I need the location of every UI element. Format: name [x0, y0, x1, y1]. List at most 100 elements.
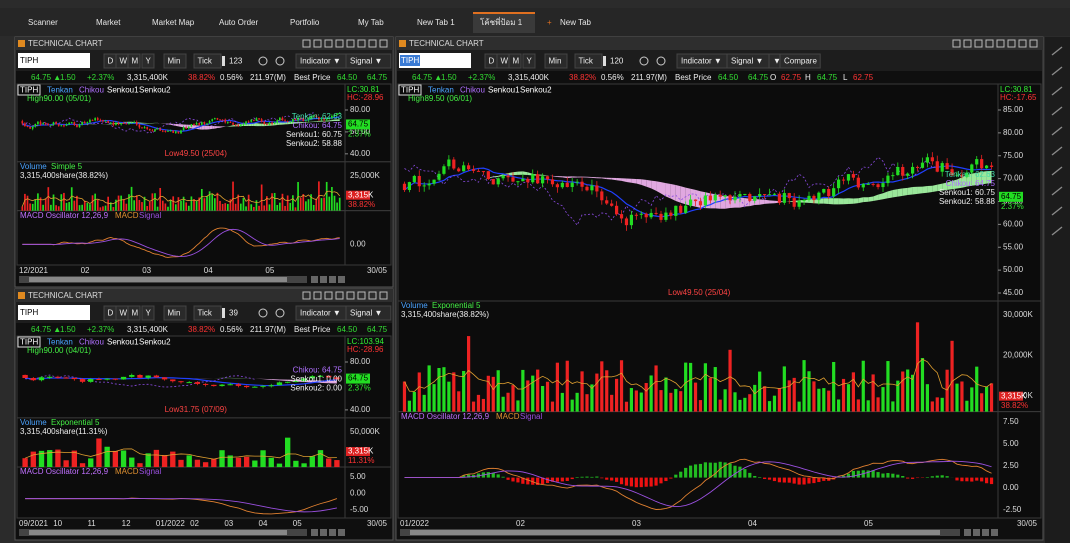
scroll-button[interactable]	[311, 529, 318, 536]
window-button[interactable]	[1029, 39, 1038, 48]
period-label[interactable]: M	[132, 57, 139, 66]
tool-icon[interactable]	[1051, 86, 1063, 96]
period-label[interactable]: Min	[168, 57, 181, 66]
window-button[interactable]	[302, 291, 311, 300]
scroll-button[interactable]	[329, 529, 336, 536]
tab[interactable]: โค้ชพี่ป้อม 1	[480, 16, 523, 27]
window-button[interactable]	[379, 291, 388, 300]
window-button[interactable]	[1007, 39, 1016, 48]
toolbar-button-label[interactable]: Compare	[784, 57, 817, 66]
tab[interactable]: Market	[96, 18, 121, 27]
window-button[interactable]	[346, 291, 355, 300]
scroll-button[interactable]	[982, 529, 989, 536]
count[interactable]: 39	[229, 309, 238, 318]
zoom-button[interactable]	[275, 308, 285, 318]
zoom-button[interactable]	[275, 56, 285, 66]
tab[interactable]: New Tab 1	[417, 18, 455, 27]
period-label[interactable]: Y	[146, 57, 152, 66]
period-button[interactable]	[141, 53, 155, 69]
tool-icon[interactable]	[1051, 46, 1063, 56]
period-label[interactable]: M	[132, 309, 139, 318]
scrollbar-thumb[interactable]	[29, 277, 287, 282]
period-label[interactable]: W	[120, 309, 128, 318]
window-button[interactable]	[302, 39, 311, 48]
toolbar-button[interactable]	[779, 53, 821, 69]
period-label[interactable]: Y	[146, 309, 152, 318]
zoom-button[interactable]	[258, 308, 268, 318]
scrollbar-thumb[interactable]	[410, 530, 940, 535]
window-button[interactable]	[974, 39, 983, 48]
period-label[interactable]: W	[120, 57, 128, 66]
tool-icon[interactable]	[1051, 66, 1063, 76]
window-button[interactable]	[324, 291, 333, 300]
period-label[interactable]: M	[513, 57, 520, 66]
toolbar-button-label[interactable]: Indicator ▼	[681, 57, 722, 66]
period-button[interactable]	[508, 53, 522, 69]
period-button[interactable]	[127, 53, 141, 69]
tool-icon[interactable]	[1051, 206, 1063, 216]
period-button[interactable]	[193, 53, 222, 69]
window-button[interactable]	[335, 291, 344, 300]
window-button[interactable]	[346, 39, 355, 48]
tool-icon[interactable]	[1051, 106, 1063, 116]
period-label[interactable]: Tick	[198, 309, 213, 318]
toolbar-button-label[interactable]: Indicator ▼	[300, 57, 341, 66]
count[interactable]: 120	[610, 57, 624, 66]
period-label[interactable]: W	[501, 57, 509, 66]
toolbar-button-label[interactable]: Signal ▼	[350, 309, 382, 318]
zoom-button[interactable]	[639, 56, 649, 66]
window-button[interactable]	[379, 39, 388, 48]
toolbar-button-label[interactable]: Signal ▼	[731, 57, 763, 66]
zoom-button[interactable]	[656, 56, 666, 66]
scroll-button[interactable]	[311, 276, 318, 283]
tool-icon[interactable]	[1051, 166, 1063, 176]
toolbar-button-label[interactable]: Signal ▼	[350, 57, 382, 66]
period-label[interactable]: Min	[168, 309, 181, 318]
tab[interactable]: New Tab	[560, 18, 592, 27]
tool-icon[interactable]	[1051, 126, 1063, 136]
scroll-button[interactable]	[338, 529, 345, 536]
window-button[interactable]	[324, 39, 333, 48]
scroll-button[interactable]	[964, 529, 971, 536]
period-label[interactable]: D	[108, 57, 114, 66]
symbol-input[interactable]	[18, 305, 90, 320]
window-button[interactable]	[335, 39, 344, 48]
scrollbar-thumb[interactable]	[29, 530, 287, 535]
period-button[interactable]	[141, 305, 155, 321]
count[interactable]: 123	[229, 57, 243, 66]
period-label[interactable]: Min	[549, 57, 562, 66]
tool-icon[interactable]	[1051, 186, 1063, 196]
scroll-button[interactable]	[338, 276, 345, 283]
toolbar-button-label[interactable]: Indicator ▼	[300, 309, 341, 318]
period-label[interactable]: D	[108, 309, 114, 318]
window-button[interactable]	[313, 291, 322, 300]
window-button[interactable]	[963, 39, 972, 48]
window-button[interactable]	[313, 39, 322, 48]
period-label[interactable]: Tick	[579, 57, 594, 66]
window-button[interactable]	[357, 39, 366, 48]
scroll-button[interactable]	[329, 276, 336, 283]
period-button[interactable]	[574, 53, 603, 69]
toolbar-button-label[interactable]: ▼	[773, 57, 781, 66]
tool-icon[interactable]	[1051, 226, 1063, 236]
window-button[interactable]	[368, 291, 377, 300]
period-button[interactable]	[163, 53, 187, 69]
tab[interactable]: Scanner	[28, 18, 58, 27]
period-label[interactable]: Y	[527, 57, 533, 66]
scroll-button[interactable]	[991, 529, 998, 536]
tab[interactable]: Market Map	[152, 18, 195, 27]
window-button[interactable]	[996, 39, 1005, 48]
window-button[interactable]	[357, 291, 366, 300]
period-label[interactable]: Tick	[198, 57, 213, 66]
window-button[interactable]	[985, 39, 994, 48]
tab[interactable]: Portfolio	[290, 18, 320, 27]
scroll-button[interactable]	[320, 276, 327, 283]
scroll-button[interactable]	[320, 529, 327, 536]
toolbar-button[interactable]	[345, 53, 392, 69]
period-button[interactable]	[127, 305, 141, 321]
window-button[interactable]	[1018, 39, 1027, 48]
period-button[interactable]	[163, 305, 187, 321]
tool-icon[interactable]	[1051, 146, 1063, 156]
period-label[interactable]: D	[489, 57, 495, 66]
scroll-button[interactable]	[973, 529, 980, 536]
